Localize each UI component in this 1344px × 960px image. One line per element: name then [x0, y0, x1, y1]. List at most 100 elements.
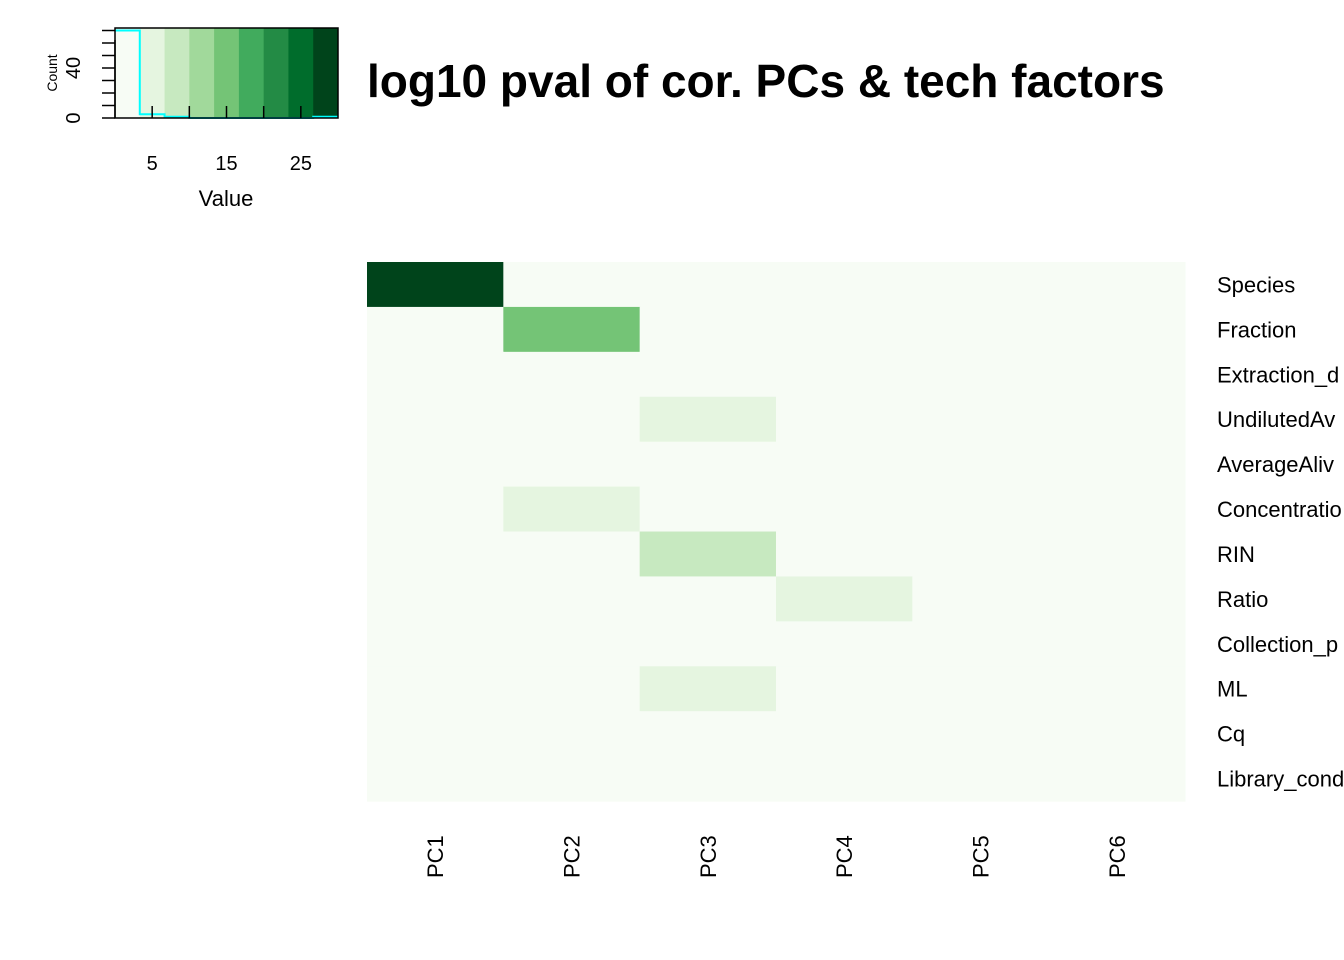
- row-label: AverageAliv: [1217, 452, 1334, 477]
- color-key-y-axis: 0 40: [63, 29, 116, 124]
- heatmap-cell: [912, 531, 1050, 578]
- heatmap-cell: [367, 262, 504, 308]
- heatmap-cell: [1048, 621, 1186, 667]
- heatmap-cell: [775, 306, 913, 353]
- column-labels: PC1 PC2 PC3 PC4 PC5 PC6: [423, 835, 1130, 878]
- heatmap-cell: [912, 351, 1050, 398]
- heatmap-cell: [1048, 262, 1186, 308]
- heatmap-cell: [367, 756, 504, 802]
- heatmap-cell: [775, 621, 913, 667]
- heatmap-cell: [912, 576, 1050, 622]
- heatmap-cell: [367, 306, 504, 353]
- row-label: Cq: [1217, 722, 1245, 747]
- color-key-cell: [288, 28, 314, 118]
- column-label: PC4: [832, 835, 857, 878]
- heatmap-cell: [912, 306, 1050, 353]
- heatmap-cell: [639, 396, 777, 443]
- color-key-x-axis: 5 15 25: [147, 106, 312, 175]
- heatmap-cell: [503, 531, 641, 578]
- color-key-cell: [313, 28, 339, 118]
- color-key-cell: [189, 28, 215, 118]
- color-key-x-tick-label: 15: [215, 153, 237, 175]
- heatmap-cell: [1048, 351, 1186, 398]
- heatmap-cell: [367, 396, 504, 443]
- heatmap-cell: [1048, 666, 1186, 712]
- column-label: PC2: [560, 835, 585, 878]
- heatmap-cell: [639, 486, 777, 533]
- heatmap-cell: [367, 666, 504, 712]
- heatmap-cell: [1048, 576, 1186, 622]
- row-label: ML: [1217, 677, 1248, 702]
- column-label: PC6: [1105, 835, 1130, 878]
- heatmap-cell: [367, 621, 504, 667]
- heatmap-cell: [503, 621, 641, 667]
- heatmap-cell: [1048, 756, 1186, 802]
- heatmap-cell: [503, 711, 641, 757]
- heatmap-cell: [1048, 531, 1186, 578]
- heatmap-cell: [775, 396, 913, 443]
- chart-title: log10 pval of cor. PCs & tech factors: [367, 55, 1165, 107]
- row-label: Concentratio: [1217, 497, 1342, 522]
- heatmap-cell: [639, 576, 777, 622]
- row-label: Collection_p: [1217, 632, 1338, 657]
- heatmap-cell: [503, 756, 641, 802]
- heatmap-cell: [912, 486, 1050, 533]
- heatmap-cell: [639, 711, 777, 757]
- heatmap-cell: [503, 351, 641, 398]
- heatmap-cell: [775, 576, 913, 622]
- color-key-y-tick-label: 40: [63, 57, 85, 79]
- heatmap-cell: [1048, 396, 1186, 443]
- row-label: Extraction_d: [1217, 362, 1339, 387]
- heatmap-cell: [775, 531, 913, 578]
- color-key-value-label: Value: [199, 186, 254, 211]
- row-label: Species: [1217, 272, 1295, 297]
- heatmap-cell: [639, 262, 777, 308]
- heatmap-cell: [639, 441, 777, 488]
- heatmap-cell: [503, 486, 641, 533]
- heatmap-cell: [639, 756, 777, 802]
- color-key-cell: [164, 28, 190, 118]
- column-label: PC1: [423, 835, 448, 878]
- heatmap-cell: [775, 756, 913, 802]
- heatmap-cell: [503, 396, 641, 443]
- color-key-cells: [115, 28, 339, 118]
- column-label: PC5: [968, 835, 993, 878]
- heatmap-cell: [775, 441, 913, 488]
- color-key-y-tick-label: 0: [63, 112, 85, 123]
- color-key-cell: [263, 28, 289, 118]
- color-key-cell: [214, 28, 240, 118]
- color-key-count-label: Count: [44, 54, 60, 91]
- heatmap-cell: [912, 621, 1050, 667]
- color-key-cell: [238, 28, 265, 118]
- heatmap-cell: [775, 711, 913, 757]
- color-key: 5 15 25 0 40 Count Value: [44, 27, 339, 211]
- heatmap-cell: [503, 666, 641, 712]
- heatmap-cell: [1048, 306, 1186, 353]
- heatmap-cell: [775, 262, 913, 308]
- heatmap-cell: [639, 666, 777, 712]
- heatmap-cell: [639, 351, 777, 398]
- color-key-cell: [139, 28, 166, 118]
- heatmap-cell: [775, 486, 913, 533]
- heatmap-cell: [912, 396, 1050, 443]
- heatmap-cell: [367, 576, 504, 622]
- row-label: UndilutedAv: [1217, 407, 1335, 432]
- heatmap-cell: [1048, 486, 1186, 533]
- heatmap-cells: [367, 262, 1186, 802]
- heatmap-cell: [912, 711, 1050, 757]
- heatmap-cell: [367, 351, 504, 398]
- color-key-x-tick-label: 5: [147, 153, 158, 175]
- heatmap-cell: [912, 666, 1050, 712]
- heatmap-cell: [503, 262, 641, 308]
- row-label: Fraction: [1217, 317, 1296, 342]
- heatmap-cell: [639, 531, 777, 578]
- row-labels: Species Fraction Extraction_d UndilutedAv Av…: [1217, 272, 1344, 791]
- heatmap-cell: [1048, 711, 1186, 757]
- heatmap-cell: [1048, 441, 1186, 488]
- heatmap-cell: [367, 711, 504, 757]
- heatmap-cell: [639, 621, 777, 667]
- heatmap-cell: [912, 756, 1050, 802]
- heatmap-cell: [912, 441, 1050, 488]
- heatmap-cell: [912, 262, 1050, 308]
